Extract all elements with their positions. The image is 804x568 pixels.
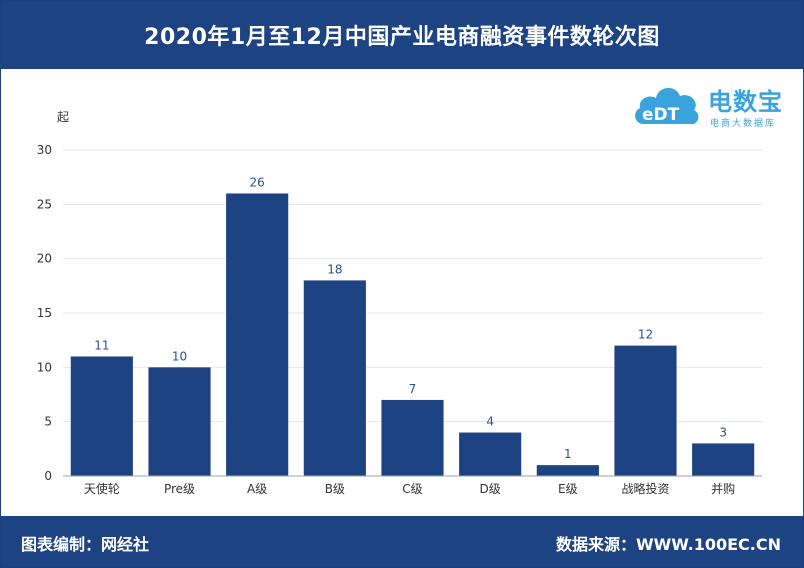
- bar: [148, 367, 211, 476]
- x-tick-label: C级: [402, 482, 422, 496]
- bar: [614, 345, 677, 476]
- data-label: 18: [327, 262, 342, 276]
- x-tick-label: 并购: [711, 481, 735, 496]
- bar: [303, 280, 366, 476]
- data-label: 26: [250, 175, 265, 189]
- x-tick-label: Pre级: [164, 482, 195, 496]
- y-tick-label: 25: [37, 197, 52, 211]
- bar: [70, 356, 133, 476]
- logo-tagline: 电商大数据库: [710, 119, 777, 129]
- logo-icon-text: eDT: [642, 105, 680, 125]
- logo-name: 电数宝: [708, 88, 783, 116]
- data-label: 1: [564, 447, 572, 461]
- data-label: 11: [94, 338, 109, 352]
- data-labels: 11 10 26 18 7 4 1 12 3: [94, 175, 727, 461]
- logo: eDT 电数宝 电商大数据库: [630, 76, 800, 136]
- y-tick-label: 0: [44, 469, 52, 483]
- x-tick-label: 天使轮: [84, 481, 120, 496]
- y-axis-label: 起: [57, 110, 69, 124]
- data-label: 3: [719, 425, 727, 439]
- y-tick-label: 10: [37, 360, 52, 374]
- bars: [70, 193, 755, 476]
- x-tick-label: B级: [325, 482, 345, 496]
- cloud-logo-icon: eDT: [635, 87, 699, 125]
- y-tick-label: 5: [44, 415, 52, 429]
- x-tick-label: E级: [558, 482, 578, 496]
- bar: [381, 399, 444, 476]
- y-axis-ticks: 0 5 10 15 20 25 30: [37, 143, 52, 483]
- bar: [459, 432, 522, 476]
- y-tick-label: 30: [37, 143, 52, 157]
- x-tick-label: D级: [480, 482, 501, 496]
- data-label: 10: [172, 349, 187, 363]
- data-label: 12: [638, 328, 653, 342]
- chart-title: 2020年1月至12月中国产业电商融资事件数轮次图: [1, 1, 803, 69]
- footer: 图表编制：网经社 数据来源：WWW.100EC.CN: [1, 516, 803, 567]
- footer-source: 数据来源：WWW.100EC.CN: [555, 535, 781, 554]
- y-tick-label: 15: [37, 306, 52, 320]
- data-label: 4: [486, 415, 494, 429]
- bar: [536, 465, 599, 476]
- footer-credit: 图表编制：网经社: [21, 535, 150, 554]
- bar: [692, 443, 755, 476]
- bar: [226, 193, 289, 476]
- x-tick-label: A级: [247, 482, 267, 496]
- data-label: 7: [409, 382, 417, 396]
- x-axis-ticks: 天使轮 Pre级 A级 B级 C级 D级 E级 战略投资 并购: [84, 481, 735, 496]
- x-tick-label: 战略投资: [621, 481, 669, 496]
- y-tick-label: 20: [37, 252, 52, 266]
